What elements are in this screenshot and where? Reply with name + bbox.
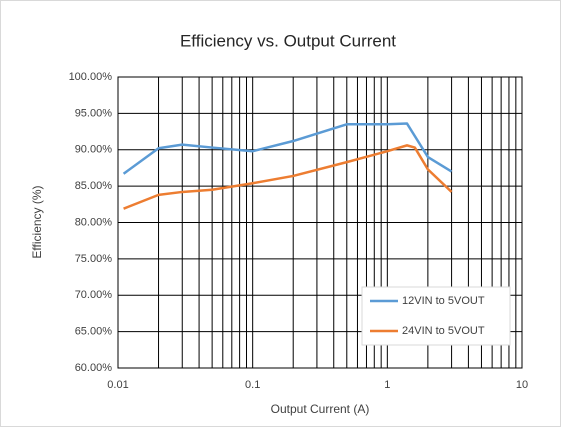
x-tick-label: 10: [516, 379, 528, 391]
y-tick-label: 100.00%: [69, 71, 113, 83]
legend-label: 24VIN to 5VOUT: [402, 325, 485, 337]
legend-box: [361, 286, 511, 346]
legend-label: 12VIN to 5VOUT: [402, 295, 485, 307]
x-tick-label: 0.01: [107, 379, 128, 391]
series-line: [122, 122, 453, 175]
y-tick-label: 90.00%: [75, 144, 113, 156]
y-tick-label: 70.00%: [75, 289, 113, 301]
chart-title: Efficiency vs. Output Current: [180, 31, 396, 50]
series-line: [123, 144, 453, 210]
plot-border: [117, 76, 523, 369]
y-tick-label: 65.00%: [75, 326, 113, 338]
y-tick-label: 80.00%: [75, 216, 113, 228]
x-tick-label: 0.1: [245, 379, 260, 391]
y-tick-label: 75.00%: [75, 253, 113, 265]
y-axis-label: Efficiency (%): [30, 185, 44, 258]
x-tick-label: 1: [384, 379, 390, 391]
x-axis-label: Output Current (A): [271, 402, 370, 416]
y-tick-label: 60.00%: [75, 362, 113, 374]
y-tick-label: 85.00%: [75, 180, 113, 192]
y-tick-label: 95.00%: [75, 107, 113, 119]
